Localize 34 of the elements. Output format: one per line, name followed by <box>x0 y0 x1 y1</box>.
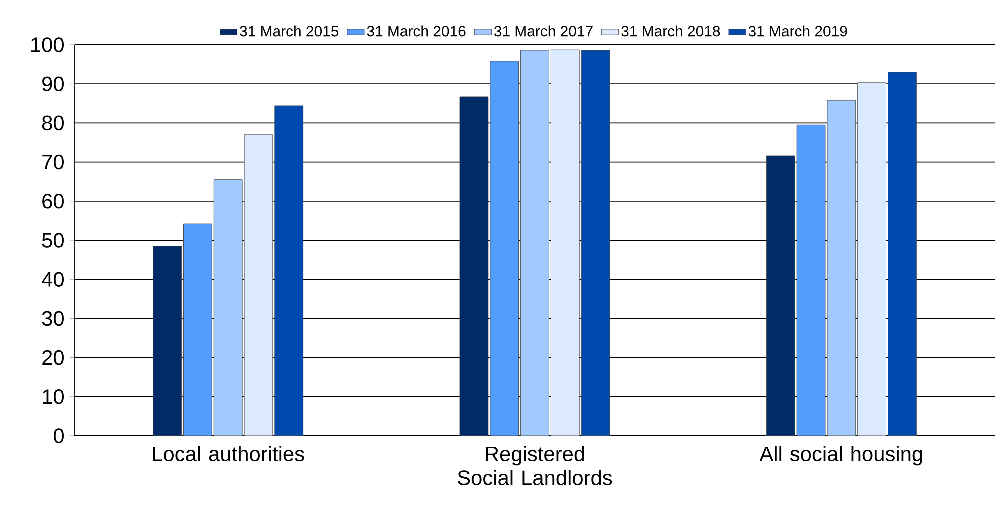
bar <box>827 100 856 436</box>
x-tick-label: All social housing <box>760 446 922 466</box>
y-tick-label: 100 <box>32 38 64 52</box>
y-tick-label: 60 <box>42 194 64 209</box>
y-tick-label: 0 <box>54 428 64 444</box>
y-tick-label: 20 <box>42 350 64 366</box>
bar <box>274 106 304 436</box>
bar <box>183 224 212 436</box>
legend-label: 31 March 2016 <box>367 26 466 37</box>
bar <box>766 156 796 436</box>
bar <box>214 180 243 436</box>
y-tick-label: 10 <box>43 389 64 404</box>
y-tick-label: 80 <box>42 116 64 131</box>
bar <box>520 50 550 436</box>
bar <box>858 82 887 436</box>
legend-label: 31 March 2015 <box>240 26 339 37</box>
bar <box>796 124 826 436</box>
bar <box>244 134 274 436</box>
y-tick-label: 90 <box>42 76 64 92</box>
legend-label: 31 March 2018 <box>622 26 720 37</box>
bar <box>490 61 520 436</box>
bar <box>550 50 580 436</box>
y-tick-label: 40 <box>42 272 64 287</box>
y-tick-label: 30 <box>42 311 64 326</box>
legend-label: 31 March 2019 <box>748 26 848 37</box>
bar <box>581 50 610 436</box>
x-tick-label: Registered Social Landlords <box>458 446 612 486</box>
y-tick-label: 70 <box>42 154 64 170</box>
bar <box>888 72 917 436</box>
bar <box>460 96 489 436</box>
legend-label: 31 March 2017 <box>494 26 593 37</box>
x-tick-label: Local authorities <box>153 446 304 462</box>
y-tick-label: 50 <box>42 233 64 248</box>
bar <box>153 246 182 436</box>
